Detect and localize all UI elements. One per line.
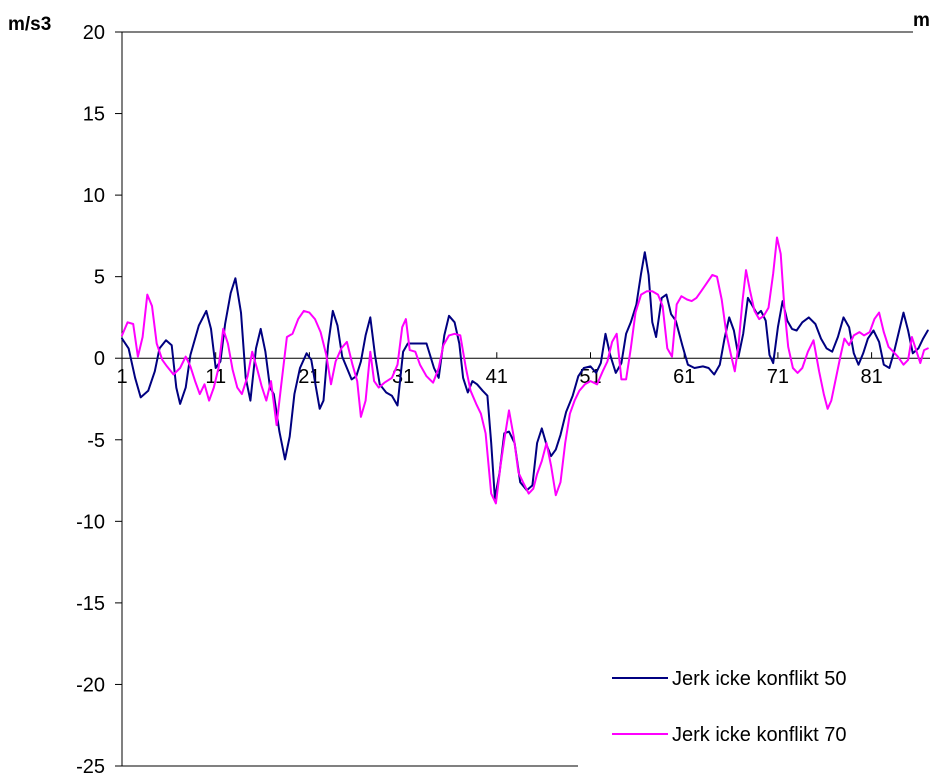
y-tick-label: -25 — [76, 756, 105, 776]
x-tick-label: 81 — [860, 366, 882, 388]
x-tick-label: 31 — [392, 366, 414, 388]
y-tick-label: 10 — [83, 185, 105, 207]
legend: Jerk icke konflikt 50 Jerk icke konflikt … — [612, 668, 847, 746]
series-line-1 — [121, 251, 929, 500]
y-tick-label: -5 — [87, 430, 105, 452]
legend-label-2: Jerk icke konflikt 70 — [672, 724, 847, 746]
y-tick-label: -15 — [76, 593, 105, 615]
x-tick-label: 71 — [767, 366, 789, 388]
y-axis-unit-label: m/s3 — [8, 14, 51, 35]
series-line-2 — [121, 236, 929, 505]
y-tick-label: 0 — [94, 348, 105, 370]
x-tick-label: 41 — [486, 366, 508, 388]
legend-label-1: Jerk icke konflikt 50 — [672, 668, 847, 690]
secondary-axis-unit-label: m — [913, 10, 930, 31]
y-tick-label: 20 — [83, 22, 105, 44]
series-layer — [121, 236, 929, 505]
x-tick-label: 61 — [673, 366, 695, 388]
y-tick-label: 5 — [94, 267, 105, 289]
x-tick-label: 1 — [116, 366, 127, 388]
y-tick-label: -10 — [76, 511, 105, 533]
y-tick-label: 15 — [83, 104, 105, 126]
x-tick-label: 21 — [298, 366, 320, 388]
y-tick-label: -20 — [76, 674, 105, 696]
